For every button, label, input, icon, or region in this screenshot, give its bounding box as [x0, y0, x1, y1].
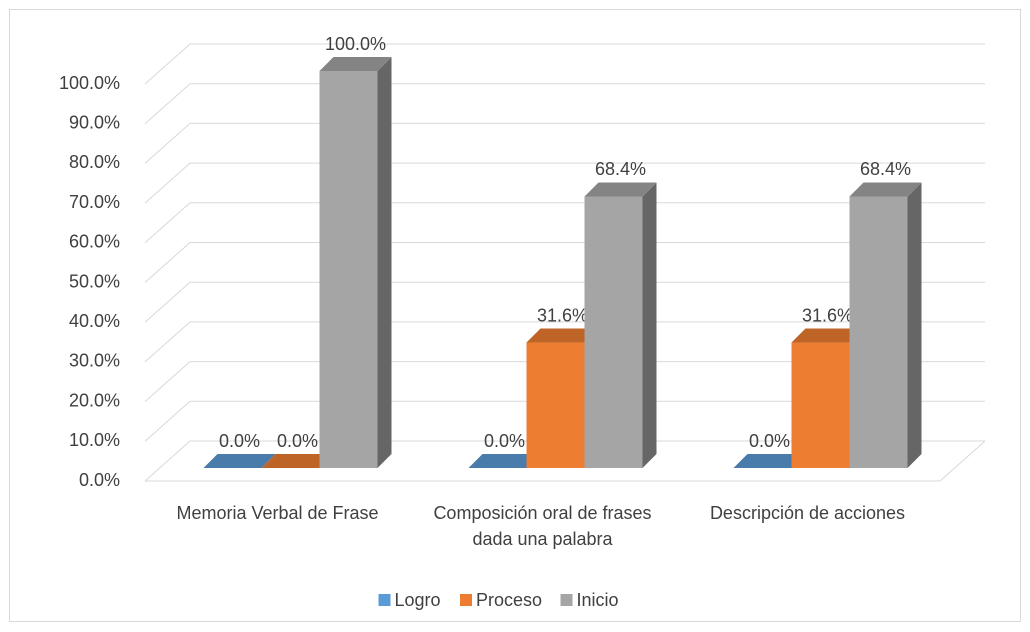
- y-tick-label: 70.0%: [69, 192, 120, 212]
- grid-line: [144, 83, 985, 125]
- bar-front: [526, 342, 585, 468]
- bar-side: [642, 182, 657, 468]
- bar: [584, 182, 657, 468]
- floor-edge: [939, 440, 986, 482]
- grid-line: [144, 242, 985, 283]
- bar-side: [377, 57, 392, 468]
- legend-label: Logro: [395, 590, 441, 610]
- y-tick-label: 10.0%: [69, 430, 120, 450]
- legend-swatch: [460, 594, 472, 606]
- grid-line: [144, 162, 985, 204]
- data-label: 0.0%: [484, 431, 525, 451]
- y-tick-label: 90.0%: [69, 112, 120, 132]
- bar-top: [203, 454, 276, 468]
- grid-line: [144, 440, 985, 482]
- grid-line: [144, 281, 985, 323]
- bar-top: [319, 57, 392, 71]
- y-tick-label: 20.0%: [69, 390, 120, 410]
- data-label: 100.0%: [325, 34, 386, 54]
- bar-front: [584, 196, 643, 468]
- data-label: 0.0%: [219, 431, 260, 451]
- data-label: 31.6%: [802, 305, 853, 325]
- bar: [849, 182, 922, 468]
- bar-front: [849, 196, 908, 468]
- y-tick-label: 80.0%: [69, 152, 120, 172]
- grid-line: [144, 202, 985, 244]
- bar: [319, 57, 392, 468]
- bar-top: [526, 328, 599, 343]
- bar-top: [791, 328, 864, 343]
- y-tick-label: 30.0%: [69, 351, 120, 371]
- legend-label: Inicio: [577, 590, 619, 610]
- y-tick-label: 0.0%: [79, 470, 120, 490]
- x-tick-label: Descripción de acciones: [709, 503, 906, 523]
- bar-front: [791, 342, 850, 468]
- grid-line: [144, 321, 985, 363]
- data-label: 0.0%: [277, 431, 318, 451]
- grid-line: [144, 122, 985, 164]
- x-tick-label: Composición oral de frases dada una pala…: [433, 503, 652, 549]
- data-label: 68.4%: [595, 159, 646, 179]
- bar: [261, 454, 334, 468]
- legend-swatch: [560, 594, 573, 606]
- bar-top: [468, 454, 541, 468]
- bar: [468, 454, 541, 468]
- data-label: 68.4%: [860, 159, 911, 179]
- data-label: 31.6%: [537, 305, 588, 325]
- bar-top: [733, 454, 806, 468]
- bar: [203, 454, 276, 468]
- bar-top: [849, 182, 922, 197]
- bar-top: [261, 454, 334, 468]
- legend-label: Proceso: [476, 590, 542, 610]
- grid-line: [144, 400, 985, 442]
- data-label: 0.0%: [749, 431, 790, 451]
- bar-front: [319, 71, 378, 468]
- bar-side: [907, 182, 922, 468]
- y-tick-label: 60.0%: [69, 232, 120, 252]
- x-tick-label: Memoria Verbal de Frase: [176, 503, 379, 523]
- y-tick-label: 100.0%: [59, 73, 120, 93]
- grid-line: [144, 43, 985, 85]
- bar-top: [584, 182, 657, 197]
- grid-line: [144, 361, 985, 402]
- y-tick-label: 40.0%: [69, 311, 120, 331]
- bar: [733, 454, 806, 468]
- legend-swatch: [378, 594, 391, 606]
- y-tick-label: 50.0%: [69, 271, 120, 291]
